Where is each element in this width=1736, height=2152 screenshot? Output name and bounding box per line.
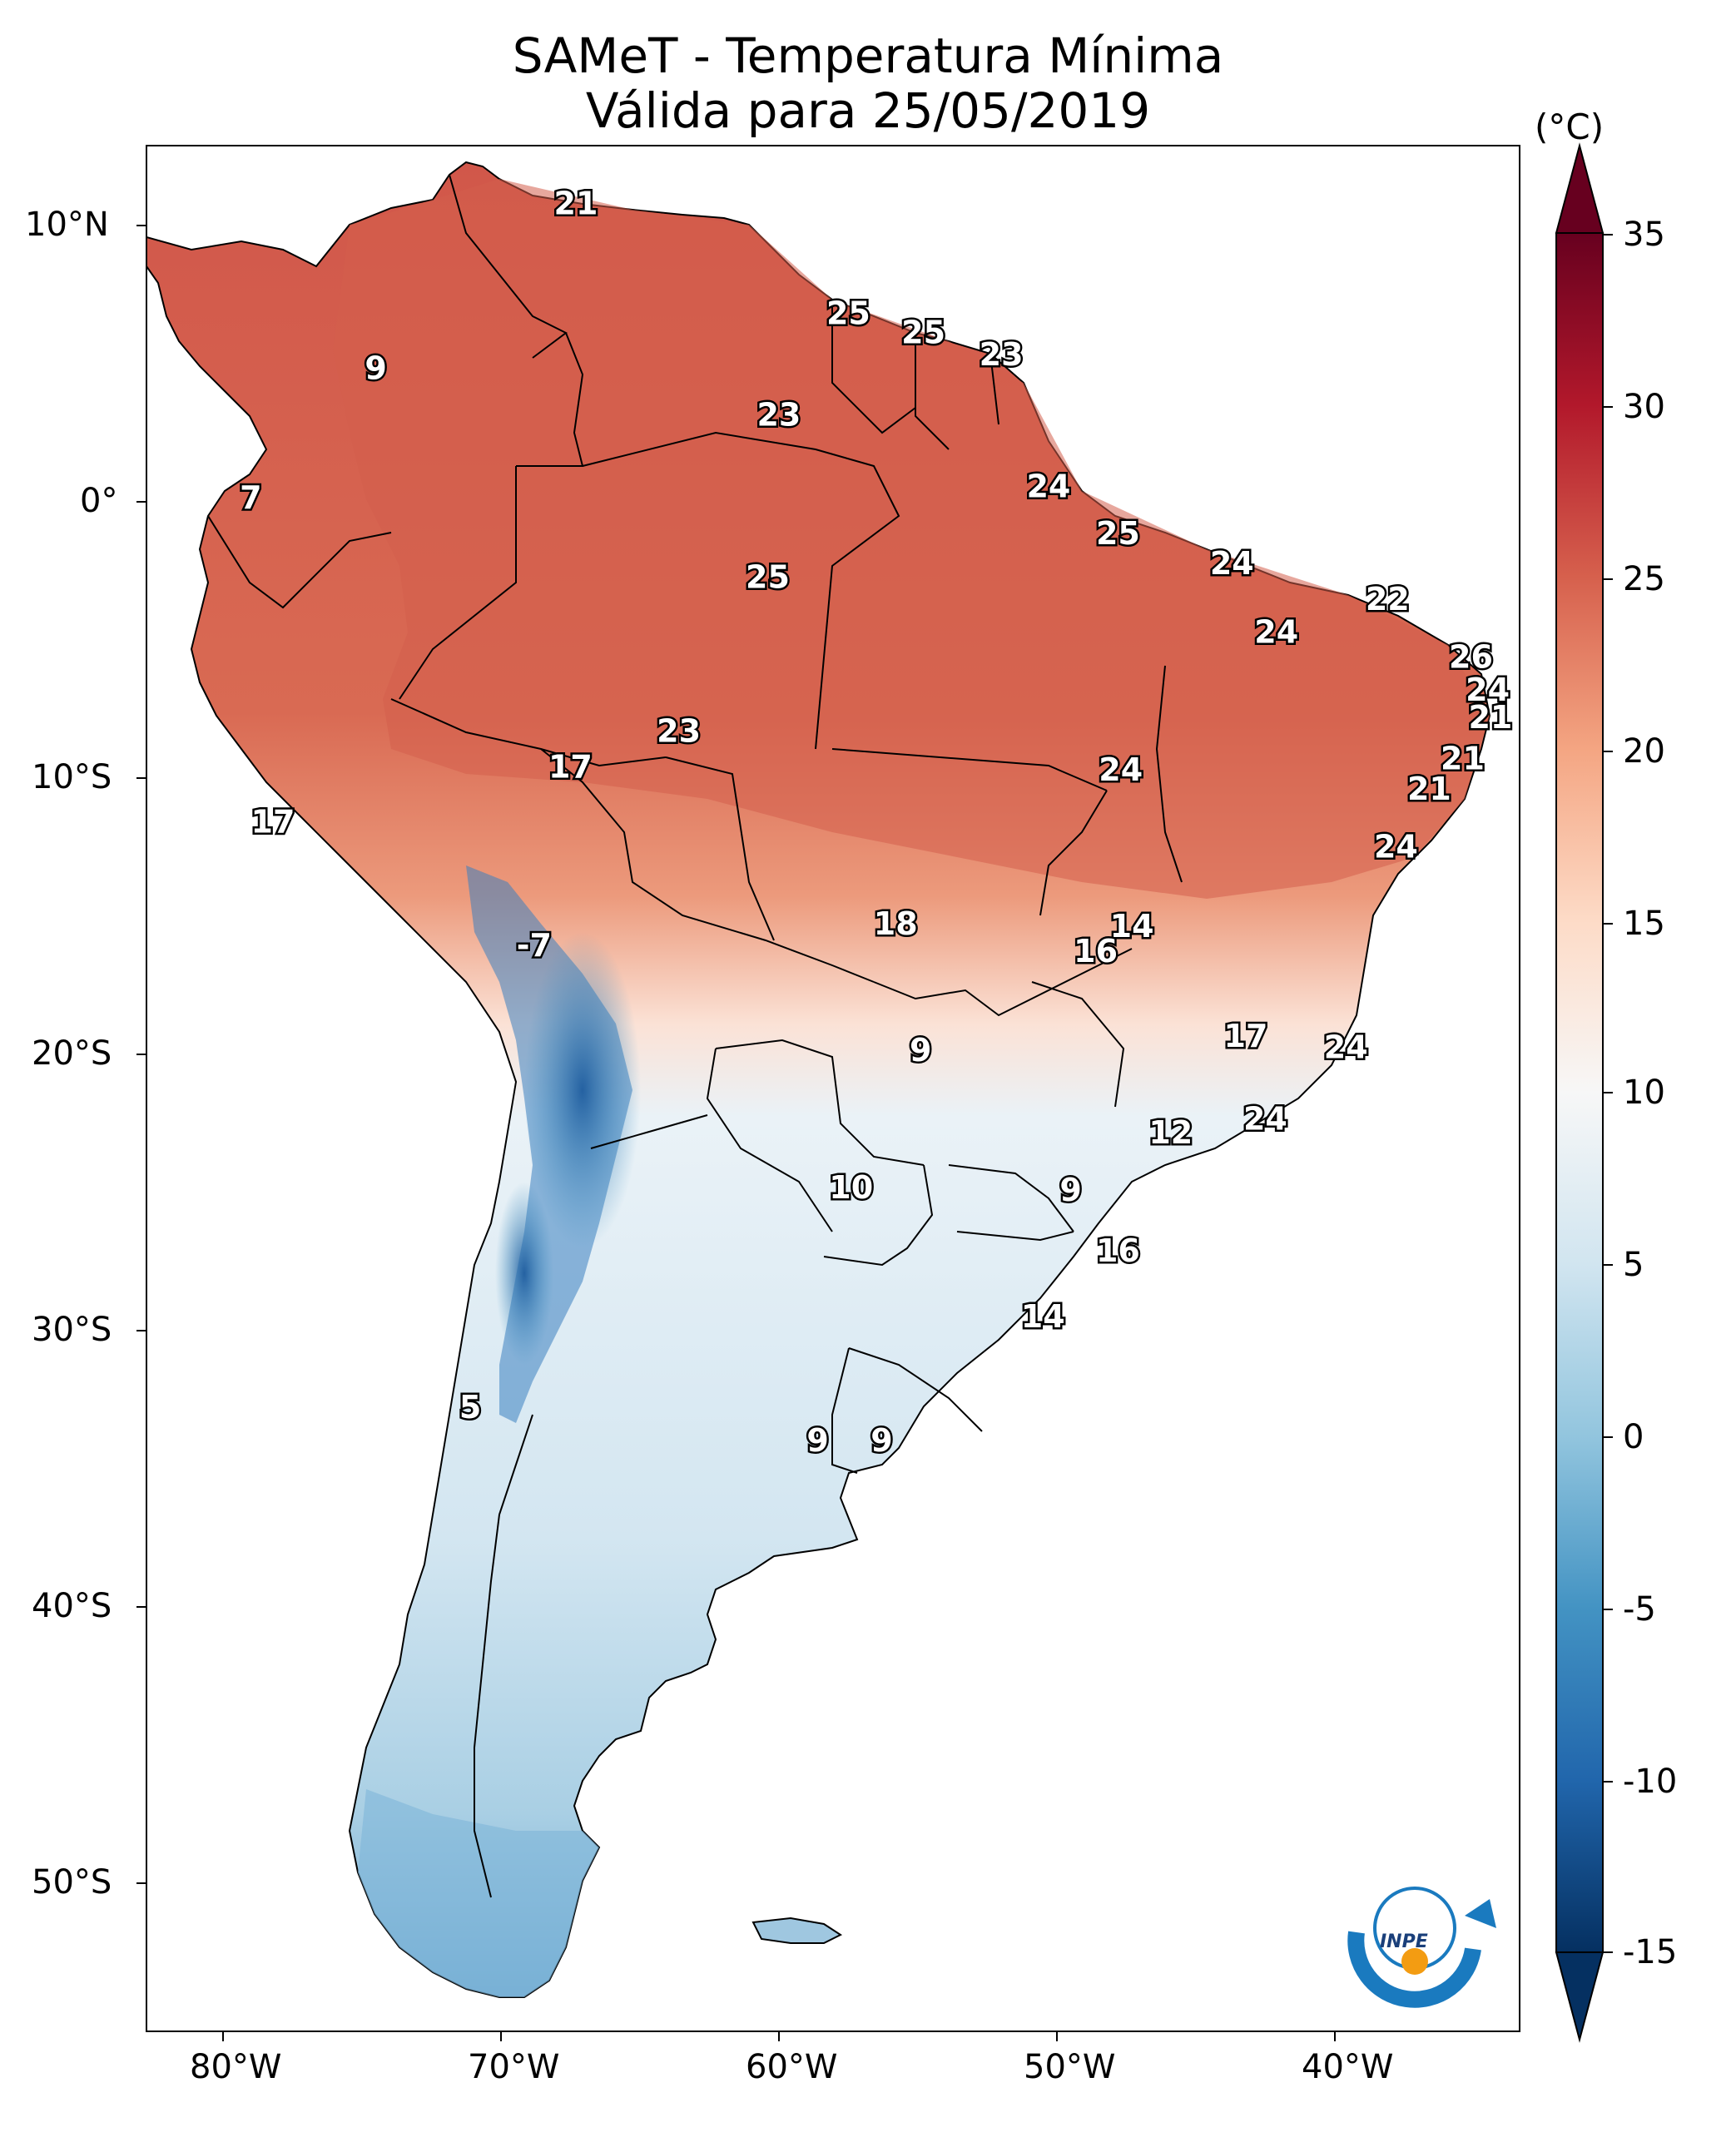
contour-label: 9: [910, 1032, 931, 1069]
contour-label: 18: [874, 905, 918, 942]
contour-label: 24: [1324, 1029, 1368, 1066]
contour-label: 5: [459, 1389, 481, 1426]
country-borders: [207, 174, 1183, 1898]
contour-label: 14: [1021, 1298, 1065, 1335]
colorbar-tick-label: -10: [1623, 1763, 1678, 1801]
colorbar-tick-label: 25: [1623, 560, 1665, 598]
contour-label: 24: [1026, 469, 1070, 505]
contour-label: 16: [1096, 1232, 1140, 1269]
contour-label: 9: [870, 1422, 892, 1459]
x-tick-label: 60°W: [746, 2048, 838, 2086]
contour-label: 21: [1441, 741, 1485, 777]
colorbar-tick-label: 20: [1623, 732, 1665, 771]
y-tick-label: 0°: [80, 482, 118, 520]
x-tick-label: 70°W: [468, 2048, 560, 2086]
colorbar-unit: (°C): [1535, 107, 1605, 147]
contour-label: 7: [240, 479, 261, 516]
contour-label: 25: [1096, 515, 1140, 552]
map-layers: [146, 161, 1491, 1998]
y-tick-label: 10°N: [25, 206, 109, 244]
contour-label: 24: [1099, 751, 1143, 788]
colorbar-tick-label: 10: [1623, 1074, 1665, 1112]
colorbar-tick-label: -15: [1623, 1933, 1678, 1971]
colorbar-tick-label: -5: [1623, 1590, 1656, 1629]
contour-label: 24: [1243, 1100, 1287, 1137]
contour-label: 17: [1224, 1018, 1268, 1054]
tropical-warm-zone: [333, 179, 1490, 899]
contour-label: 9: [806, 1422, 828, 1459]
colorbar-tick-label: 30: [1623, 388, 1665, 426]
contour-label: 14: [1110, 908, 1154, 945]
contour-label: 9: [365, 350, 386, 387]
y-tick-label: 10°S: [32, 758, 112, 796]
contour-label: 24: [1254, 614, 1298, 651]
y-tick-label: 30°S: [32, 1311, 112, 1349]
patagonia-cold-zone: [358, 1789, 599, 1997]
y-tick-label: 40°S: [32, 1587, 112, 1625]
axis-ticks: [136, 225, 1336, 2041]
map-border: [146, 145, 1520, 2032]
altiplano-cold-core: [524, 932, 641, 1248]
contour-label: 21: [554, 185, 598, 221]
contour-label: -7: [517, 927, 552, 964]
contour-label: 17: [548, 749, 593, 786]
contour-label: 21: [1468, 699, 1512, 736]
y-tick-label: 50°S: [32, 1863, 112, 1902]
map-title: SAMeT - Temperatura Mínima: [512, 27, 1224, 84]
contour-label: 12: [1148, 1114, 1193, 1151]
contour-label: 21: [1407, 771, 1451, 807]
colorbar: [1555, 232, 1604, 1953]
logo-sun: [1401, 1948, 1428, 1975]
southern-andes-cold: [495, 1182, 553, 1365]
contour-label: 16: [1074, 933, 1118, 969]
contour-label: 24: [1210, 545, 1254, 582]
contour-label: 10: [829, 1169, 873, 1206]
contour-label: 23: [980, 336, 1024, 373]
map-subtitle: Válida para 25/05/2019: [585, 82, 1151, 139]
y-tick-label: 20°S: [32, 1034, 112, 1073]
contour-label: 24: [1466, 672, 1510, 708]
x-tick-label: 50°W: [1024, 2048, 1116, 2086]
contour-label: 22: [1366, 581, 1410, 617]
contour-label: 25: [826, 295, 870, 332]
contour-label: 23: [756, 397, 801, 434]
logo-swoosh: [1347, 1931, 1481, 2008]
contour-label: 25: [901, 315, 945, 351]
contour-label: 24: [1374, 828, 1418, 865]
colorbar-tick-label: 5: [1623, 1246, 1644, 1284]
contour-label: 26: [1449, 638, 1493, 675]
colorbar-min-arrow: [1555, 1951, 1605, 2043]
colorbar-max-arrow: [1555, 142, 1605, 234]
contour-label: 23: [657, 713, 701, 750]
colorbar-tick-label: 15: [1623, 905, 1665, 943]
colorbar-ticks: [1603, 234, 1613, 1953]
inpe-logo: INPE: [1347, 1887, 1496, 2008]
logo-arrow: [1465, 1899, 1496, 1928]
falkland-islands: [751, 1916, 843, 1944]
x-tick-label: 40°W: [1302, 2048, 1394, 2086]
x-tick-label: 80°W: [190, 2048, 282, 2086]
logo-text: INPE: [1380, 1931, 1428, 1952]
contour-label: 25: [746, 559, 790, 596]
colorbar-tick-label: 0: [1623, 1418, 1644, 1456]
contour-label: 17: [251, 804, 295, 840]
contour-label: 9: [1059, 1172, 1081, 1208]
colorbar-tick-label: 35: [1623, 216, 1665, 254]
